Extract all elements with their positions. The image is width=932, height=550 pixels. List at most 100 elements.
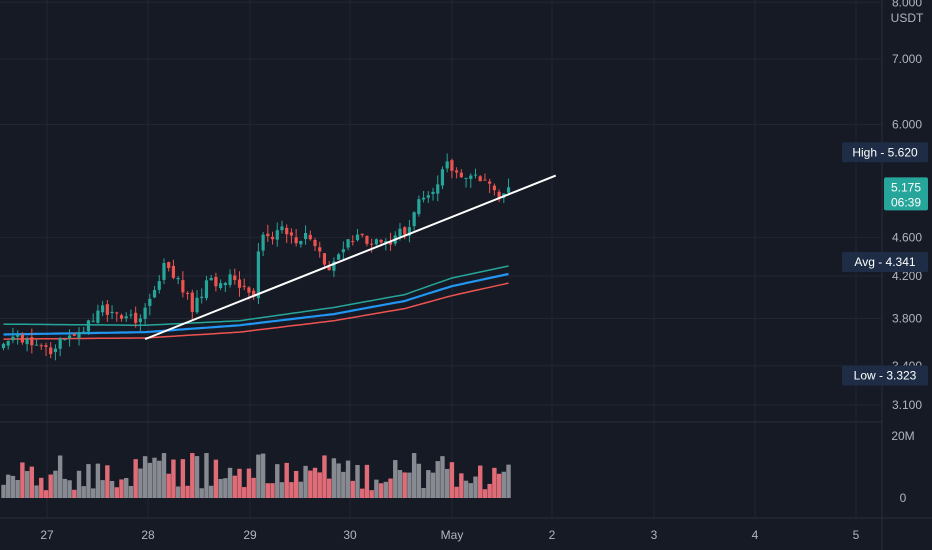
candle xyxy=(228,269,232,288)
candle xyxy=(219,279,223,291)
candle-body xyxy=(313,240,317,247)
volume-bar xyxy=(213,459,219,498)
volume-bar xyxy=(303,465,308,498)
volume-bar xyxy=(383,481,389,498)
candle xyxy=(223,281,227,292)
candle xyxy=(39,343,43,350)
volume-bar xyxy=(171,459,176,498)
candle xyxy=(266,224,270,242)
volume-bar xyxy=(426,470,431,498)
candle xyxy=(129,309,133,319)
volume-bar xyxy=(407,472,412,498)
candle xyxy=(473,168,478,179)
candle xyxy=(313,237,317,251)
volume-bar xyxy=(378,483,384,498)
volume-bar xyxy=(147,462,153,498)
candle xyxy=(436,175,440,202)
candle-body xyxy=(303,232,308,240)
candle-body xyxy=(58,338,62,349)
candle xyxy=(233,268,237,285)
candle-body xyxy=(403,227,407,235)
candle-body xyxy=(167,262,171,268)
candle xyxy=(134,306,138,328)
candle-body xyxy=(445,161,449,169)
candle-body xyxy=(86,320,91,332)
candle xyxy=(34,339,39,346)
volume-bar xyxy=(440,456,445,498)
candle xyxy=(162,258,166,285)
volume-bar xyxy=(204,453,209,498)
candle-body xyxy=(388,240,393,245)
volume-bar xyxy=(487,483,492,498)
candle xyxy=(30,328,34,354)
volume-bar xyxy=(119,479,124,498)
volume-bar xyxy=(496,473,502,498)
high-tag-text: High - 5.620 xyxy=(852,145,918,159)
time-tick-label: 30 xyxy=(343,528,357,542)
volume-bar xyxy=(208,485,214,498)
candle xyxy=(171,259,176,280)
volume-bar xyxy=(289,482,294,498)
volume-bar xyxy=(175,486,181,498)
candle-body xyxy=(171,265,176,278)
candle xyxy=(459,169,463,179)
candle-body xyxy=(101,305,105,313)
candle-body xyxy=(374,239,378,245)
candle-body xyxy=(6,340,10,346)
candle-body xyxy=(242,285,246,287)
candle-body xyxy=(464,177,468,179)
candle xyxy=(138,314,142,332)
candle xyxy=(374,238,378,246)
candle-body xyxy=(299,241,303,245)
candle-body xyxy=(497,191,501,198)
candle xyxy=(157,275,161,294)
volume-bar xyxy=(218,478,223,498)
volume-bar xyxy=(265,483,271,498)
low-tag-background xyxy=(842,365,928,386)
candle xyxy=(370,238,374,253)
candle xyxy=(124,312,128,322)
candle xyxy=(195,290,199,314)
candle-body xyxy=(16,334,20,337)
volume-bar xyxy=(317,472,322,498)
high-tag-background xyxy=(842,142,928,163)
candle-body xyxy=(214,276,218,287)
price-tick-label: 4.200 xyxy=(892,269,922,283)
volume-bar xyxy=(355,464,360,498)
volume-bar xyxy=(138,468,143,498)
volume-bar xyxy=(251,477,256,498)
candle-body xyxy=(455,170,459,173)
candle xyxy=(341,241,345,260)
candle xyxy=(497,189,501,203)
candle xyxy=(469,173,473,188)
candle-body xyxy=(370,243,374,245)
volume-bar xyxy=(157,460,162,498)
candle xyxy=(176,276,180,285)
candle xyxy=(299,240,303,248)
candle xyxy=(105,300,109,322)
candle xyxy=(289,228,294,244)
candle-body xyxy=(355,234,360,241)
candle-body xyxy=(384,241,388,243)
candle-body xyxy=(365,235,369,244)
price-tick-label: 3.100 xyxy=(892,398,922,412)
candle-body xyxy=(332,261,336,271)
volume-bar xyxy=(312,467,318,498)
candle-body xyxy=(285,227,289,235)
volume-bar xyxy=(43,490,49,498)
candle-body xyxy=(275,230,279,240)
volume-bar xyxy=(62,478,68,498)
candle xyxy=(6,340,10,350)
time-axis[interactable]: 27 28 29 30 May 2 3 4 5 xyxy=(40,528,859,542)
volume-bar xyxy=(185,485,190,498)
candle-body xyxy=(228,274,232,285)
candle-body xyxy=(181,280,185,293)
trend-line[interactable] xyxy=(144,174,557,341)
candle xyxy=(450,158,454,179)
volume-bar xyxy=(501,471,507,498)
volume-bar xyxy=(350,480,355,498)
volume-bar xyxy=(435,461,440,498)
candle xyxy=(308,230,312,241)
candle xyxy=(63,338,67,341)
